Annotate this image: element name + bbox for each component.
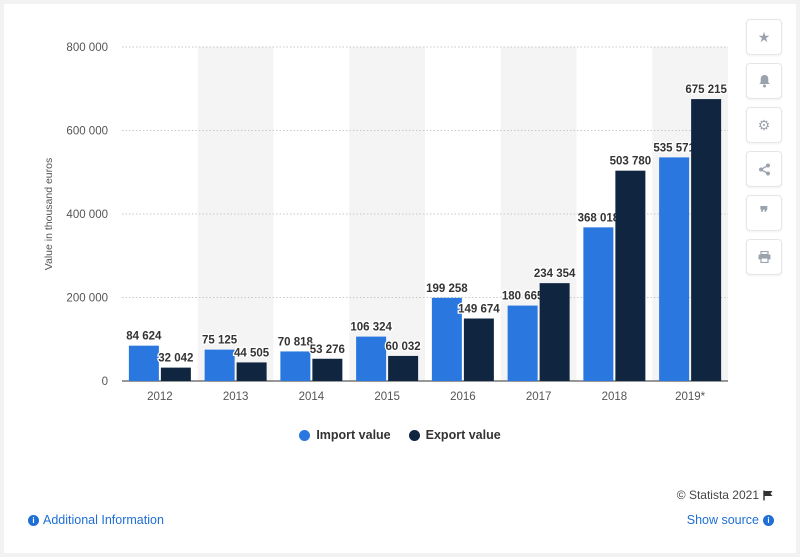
y-axis-label: Value in thousand euros xyxy=(43,158,55,270)
legend-swatch-export xyxy=(408,429,420,441)
export-data-label: 675 215 xyxy=(685,84,727,96)
import-data-label: 368 018 xyxy=(578,212,620,224)
export-data-label: 32 042 xyxy=(158,353,193,365)
print-button[interactable] xyxy=(746,239,782,275)
legend-label-import: Import value xyxy=(316,428,391,442)
export-data-label: 53 276 xyxy=(310,344,345,356)
export-data-label: 60 032 xyxy=(386,341,421,353)
y-tick-label: 400 000 xyxy=(66,209,108,221)
favorite-button[interactable]: ★ xyxy=(746,19,782,55)
y-tick-label: 600 000 xyxy=(66,126,108,138)
show-source-label: Show source xyxy=(686,513,759,527)
additional-information-link[interactable]: i Additional Information xyxy=(28,513,164,527)
import-bar xyxy=(431,297,462,381)
export-bar xyxy=(463,318,494,381)
cite-button[interactable]: ❞ xyxy=(746,195,782,231)
import-data-label: 75 125 xyxy=(202,335,238,347)
import-bar xyxy=(204,349,235,381)
export-data-label: 44 505 xyxy=(234,347,270,359)
legend-swatch-import xyxy=(299,429,311,441)
import-bar xyxy=(128,345,159,381)
import-bar xyxy=(356,336,387,381)
legend-item-import[interactable]: Import value xyxy=(299,428,391,442)
x-tick-label: 2014 xyxy=(299,391,325,403)
import-data-label: 70 818 xyxy=(278,336,314,348)
export-data-label: 149 674 xyxy=(458,304,500,316)
x-tick-label: 2013 xyxy=(223,391,249,403)
export-data-label: 234 354 xyxy=(534,268,576,280)
info-icon: i xyxy=(763,514,774,526)
additional-information-label: Additional Information xyxy=(43,513,164,527)
import-bar xyxy=(659,157,690,381)
flag-icon xyxy=(763,490,773,500)
info-icon: i xyxy=(28,514,39,526)
x-tick-label: 2015 xyxy=(374,391,400,403)
export-bar xyxy=(388,355,419,381)
legend-item-export[interactable]: Export value xyxy=(408,428,501,442)
y-tick-label: 800 000 xyxy=(66,42,108,54)
export-bar xyxy=(539,283,570,381)
y-tick-label: 0 xyxy=(102,376,108,388)
import-data-label: 106 324 xyxy=(350,322,392,334)
import-bar xyxy=(583,227,614,381)
x-tick-label: 2018 xyxy=(602,391,628,403)
y-tick-label: 200 000 xyxy=(66,293,108,305)
share-icon xyxy=(758,163,770,175)
legend: Import value Export value xyxy=(0,428,800,442)
legend-label-export: Export value xyxy=(425,428,501,442)
export-bar xyxy=(691,99,722,381)
import-data-label: 84 624 xyxy=(126,331,162,343)
export-data-label: 503 780 xyxy=(610,156,652,168)
show-source-link[interactable]: Show source i xyxy=(687,513,774,527)
export-bar xyxy=(312,358,343,381)
x-tick-label: 2019* xyxy=(675,391,706,403)
export-bar xyxy=(236,362,267,381)
import-data-label: 199 258 xyxy=(426,283,468,295)
statista-credit[interactable]: © Statista 2021 xyxy=(677,488,774,502)
star-icon: ★ xyxy=(757,28,771,45)
quote-icon: ❞ xyxy=(759,205,769,222)
bell-icon xyxy=(758,75,770,88)
import-data-label: 180 665 xyxy=(502,291,544,303)
print-icon xyxy=(758,251,770,263)
import-data-label: 535 571 xyxy=(653,142,695,154)
x-tick-label: 2016 xyxy=(450,391,476,403)
sidebar-toolbar: ★ ⚙ ❞ xyxy=(746,19,782,283)
gear-icon: ⚙ xyxy=(757,116,771,133)
import-bar xyxy=(280,351,311,381)
x-tick-label: 2012 xyxy=(147,391,173,403)
column-band xyxy=(349,47,425,381)
export-bar xyxy=(615,170,646,381)
export-bar xyxy=(160,367,191,381)
import-bar xyxy=(507,305,538,381)
notification-button[interactable] xyxy=(746,63,782,99)
settings-button[interactable]: ⚙ xyxy=(746,107,782,143)
credit-text: © Statista 2021 xyxy=(676,488,759,502)
share-button[interactable] xyxy=(746,151,782,187)
x-tick-label: 2017 xyxy=(526,391,552,403)
